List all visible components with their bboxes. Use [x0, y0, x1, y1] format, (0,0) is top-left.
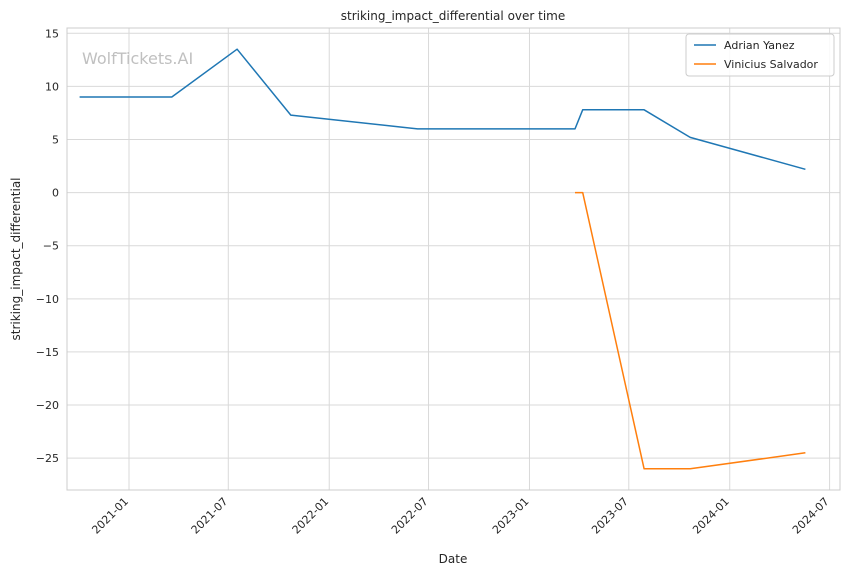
y-tick-label: 0 [52, 187, 59, 200]
x-tick-label: 2021-07 [189, 495, 231, 537]
y-tick-label: −20 [36, 399, 59, 412]
x-tick-label: 2024-07 [790, 495, 832, 537]
y-tick-label: 10 [45, 80, 59, 93]
legend-box [685, 33, 835, 77]
y-tick-labels: 15 10 5 0 −5 −10 −15 −20 −25 [36, 27, 59, 465]
x-tick-label: 2024-01 [690, 495, 732, 537]
x-tick-label: 2022-07 [389, 495, 431, 537]
series-line-0 [79, 48, 806, 171]
watermark: WolfTickets.AI [82, 49, 193, 68]
legend-label: Vinicius Salvador [724, 58, 818, 71]
x-tick-label: 2023-07 [589, 495, 631, 537]
legend-label: Adrian Yanez [724, 39, 795, 52]
y-tick-label: −10 [36, 293, 59, 306]
grid-lines [67, 28, 840, 490]
series-line-1 [575, 191, 806, 470]
y-tick-label: −15 [36, 346, 59, 359]
x-tick-label: 2023-01 [490, 495, 532, 537]
x-tick-label: 2022-01 [290, 495, 332, 537]
x-axis-title: Date [439, 552, 468, 566]
y-tick-label: −5 [43, 240, 59, 253]
y-tick-label: 5 [52, 134, 59, 147]
chart-title: striking_impact_differential over time [341, 9, 566, 23]
y-axis-title: striking_impact_differential [9, 177, 23, 340]
x-tick-label: 2021-01 [89, 495, 131, 537]
series-lines [79, 48, 806, 470]
legend: Adrian Yanez Vinicius Salvador [685, 33, 835, 77]
y-tick-label: 15 [45, 27, 59, 40]
x-tick-labels: 2021-01 2021-07 2022-01 2022-07 2023-01 2023-… [89, 495, 831, 537]
y-tick-label: −25 [36, 452, 59, 465]
plot-area-border [66, 27, 841, 491]
